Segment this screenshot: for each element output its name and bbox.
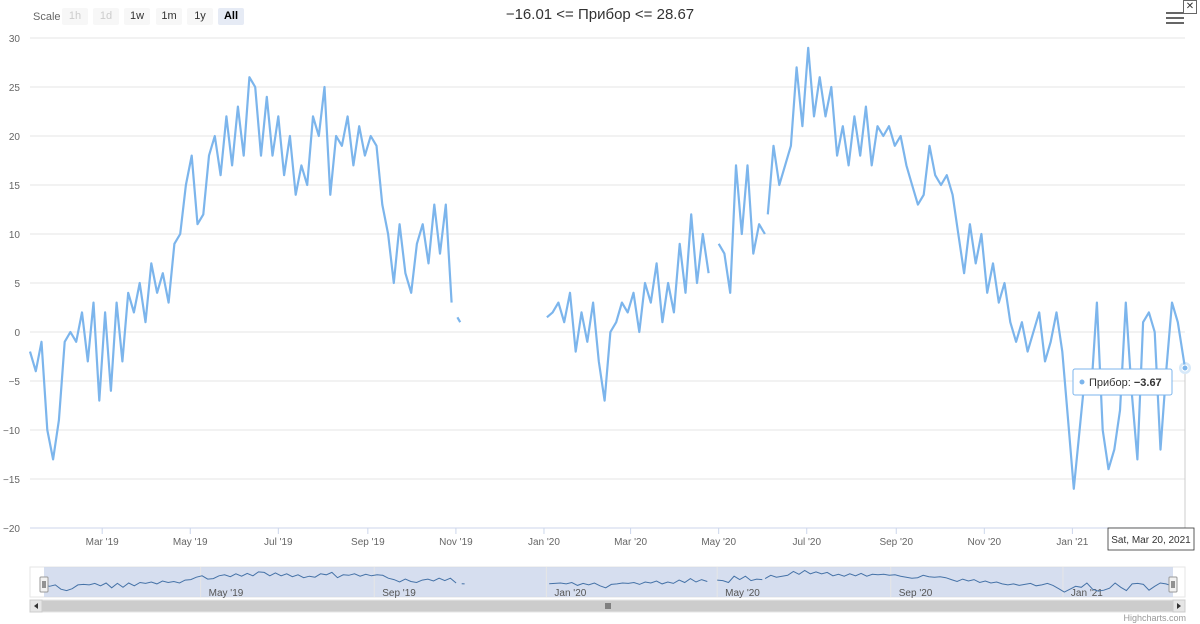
tooltip: Прибор: −3.67 — [1072, 368, 1173, 396]
range-button-1w[interactable]: 1w — [124, 8, 150, 25]
x-tick-label: Jul '19 — [264, 537, 293, 548]
x-tick-label: Nov '20 — [968, 537, 1002, 548]
navigator-handle[interactable] — [39, 576, 49, 593]
y-tick-label: −20 — [3, 524, 20, 535]
series-segment — [28, 76, 453, 461]
range-button-1m[interactable]: 1m — [156, 8, 182, 25]
navigator-series — [43, 571, 457, 592]
x-tick-label: Jul '20 — [792, 537, 821, 548]
tooltip-value: −3.67 — [1134, 377, 1162, 389]
navigator-tick-label: May '19 — [209, 588, 244, 599]
crosshair-date-text: Sat, Mar 20, 2021 — [1111, 535, 1191, 546]
x-tick-label: May '20 — [701, 537, 736, 548]
x-tick-label: Mar '20 — [614, 537, 647, 548]
x-tick-label: May '19 — [173, 537, 208, 548]
hover-marker — [1179, 361, 1191, 528]
navigator-handle[interactable] — [1168, 576, 1178, 593]
arrow-left-icon — [34, 603, 38, 609]
x-tick-label: Nov '19 — [439, 537, 473, 548]
svg-text:Прибор: −3.67: Прибор: −3.67 — [1089, 377, 1162, 389]
y-tick-label: 15 — [9, 181, 21, 192]
range-button-1y[interactable]: 1y — [187, 8, 213, 25]
x-tick-label: Jan '21 — [1056, 537, 1088, 548]
navigator-tick-label: May '20 — [725, 588, 760, 599]
range-button-all[interactable]: All — [218, 8, 244, 25]
y-tick-label: −10 — [3, 426, 20, 437]
series-segment — [546, 213, 710, 402]
y-tick-label: −5 — [9, 377, 21, 388]
series-segment — [456, 316, 462, 323]
navigator-series — [549, 578, 708, 589]
range-selector: Scale 1h 1d 1w 1m 1y All — [0, 0, 1200, 34]
range-button-1d[interactable]: 1d — [93, 8, 119, 25]
navigator[interactable]: May '19 Sep '19 Jan '20 May '20 Sep '20 Jan '… — [29, 566, 1186, 613]
x-tick-label: Mar '19 — [86, 537, 119, 548]
series-line — [28, 46, 1187, 490]
range-button-1h[interactable]: 1h — [62, 8, 88, 25]
x-tick-label: Jan '20 — [528, 537, 560, 548]
y-tick-label: 20 — [9, 132, 21, 143]
y-tick-label: 30 — [9, 34, 21, 45]
navigator-series — [717, 575, 763, 584]
y-tick-label: 5 — [14, 279, 20, 290]
y-axis: 30 25 20 15 10 5 0 −5 −10 −15 −20 — [3, 34, 20, 535]
navigator-tick-label: Sep '19 — [382, 588, 416, 599]
chart-title: −16.01 <= Прибор <= 28.67 — [505, 6, 695, 23]
navigator-tick-label: Jan '20 — [554, 588, 586, 599]
context-menu-icon[interactable] — [1166, 12, 1184, 26]
y-tick-label: 10 — [9, 230, 21, 241]
credits-link[interactable]: Highcharts.com — [1123, 613, 1186, 623]
y-tick-label: 25 — [9, 83, 21, 94]
tooltip-series-name: Прибор — [1089, 377, 1128, 389]
y-tick-label: −15 — [3, 475, 20, 486]
scale-label: Scale — [33, 11, 61, 23]
x-tick-label: Sep '19 — [351, 537, 385, 548]
x-tick-label: Sep '20 — [879, 537, 913, 548]
y-tick-label: 0 — [14, 328, 20, 339]
navigator-mask — [44, 567, 1173, 597]
series-segment — [766, 46, 1187, 490]
close-icon[interactable]: ✕ — [1183, 0, 1197, 14]
series-segment — [717, 164, 766, 294]
arrow-right-icon — [1177, 603, 1181, 609]
hover-point — [1181, 364, 1189, 372]
navigator-series — [764, 569, 1174, 593]
crosshair-date-label: Sat, Mar 20, 2021 — [1107, 527, 1195, 551]
navigator-tick-label: Sep '20 — [899, 588, 933, 599]
navigator-tick-label: Jan '21 — [1071, 588, 1103, 599]
grid-lines — [30, 37, 1185, 529]
x-axis: Mar '19 May '19 Jul '19 Sep '19 Nov '19 Jan '… — [30, 527, 1185, 548]
